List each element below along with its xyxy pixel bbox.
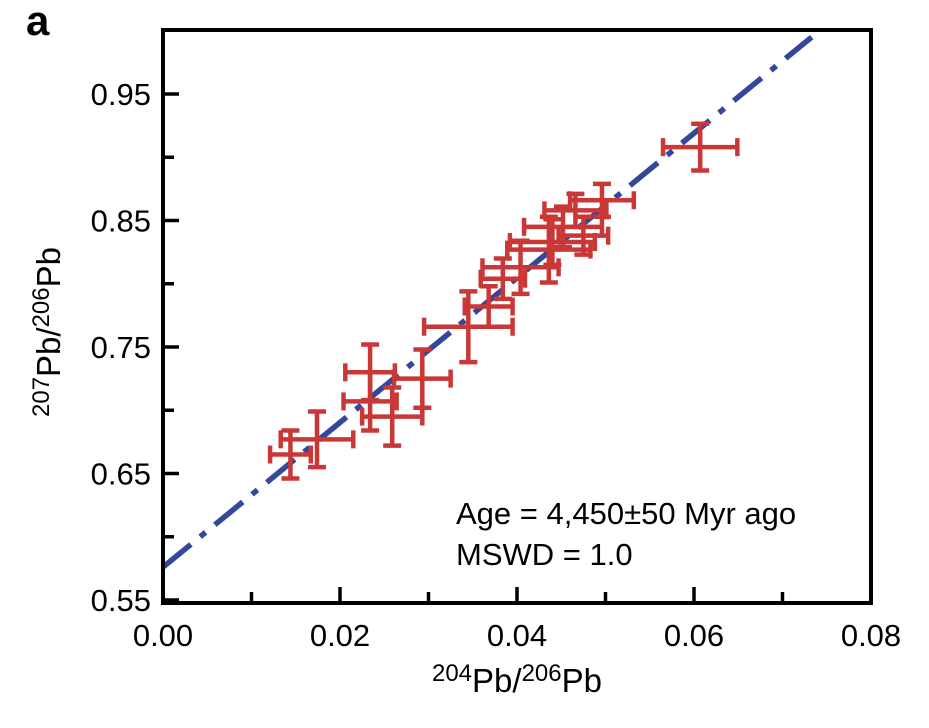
- axis-ticks: [161, 92, 873, 602]
- y-tick-label: 0.85: [91, 204, 151, 239]
- x-axis-label: 204Pb/206Pb: [432, 660, 602, 699]
- data-point-cross: [341, 370, 399, 433]
- x-tick-label: 0.00: [133, 618, 193, 653]
- mswd-annotation: MSWD = 1.0: [456, 537, 633, 572]
- data-point-cross: [421, 289, 515, 365]
- data-point-cross: [556, 214, 611, 257]
- data-point-cross: [359, 385, 425, 448]
- axis-tick-labels: 0.00 0.02 0.04 0.06 0.08 0.55 0.65 0.75 0.85 0.95: [91, 77, 902, 653]
- x-tick-label: 0.02: [310, 618, 370, 653]
- y-axis-label: 207Pb/206Pb: [28, 247, 67, 417]
- plot-frame: [161, 28, 873, 605]
- age-annotation: Age = 4,450±50 Myr ago: [456, 496, 796, 531]
- y-tick-label: 0.65: [91, 457, 151, 492]
- y-tick-label: 0.95: [91, 77, 151, 112]
- data-points: [267, 121, 740, 481]
- data-point-cross: [660, 121, 740, 173]
- data-point-cross: [521, 204, 605, 250]
- data-point-cross: [567, 181, 637, 219]
- data-point-cross: [462, 284, 515, 330]
- x-tick-label: 0.06: [664, 618, 724, 653]
- y-tick-label: 0.75: [91, 330, 151, 365]
- x-tick-label: 0.04: [487, 618, 547, 653]
- x-tick-label: 0.08: [841, 618, 901, 653]
- panel-label: a: [26, 0, 50, 44]
- data-point-cross: [278, 409, 356, 470]
- data-point-cross: [391, 347, 453, 410]
- y-tick-label: 0.55: [91, 583, 151, 618]
